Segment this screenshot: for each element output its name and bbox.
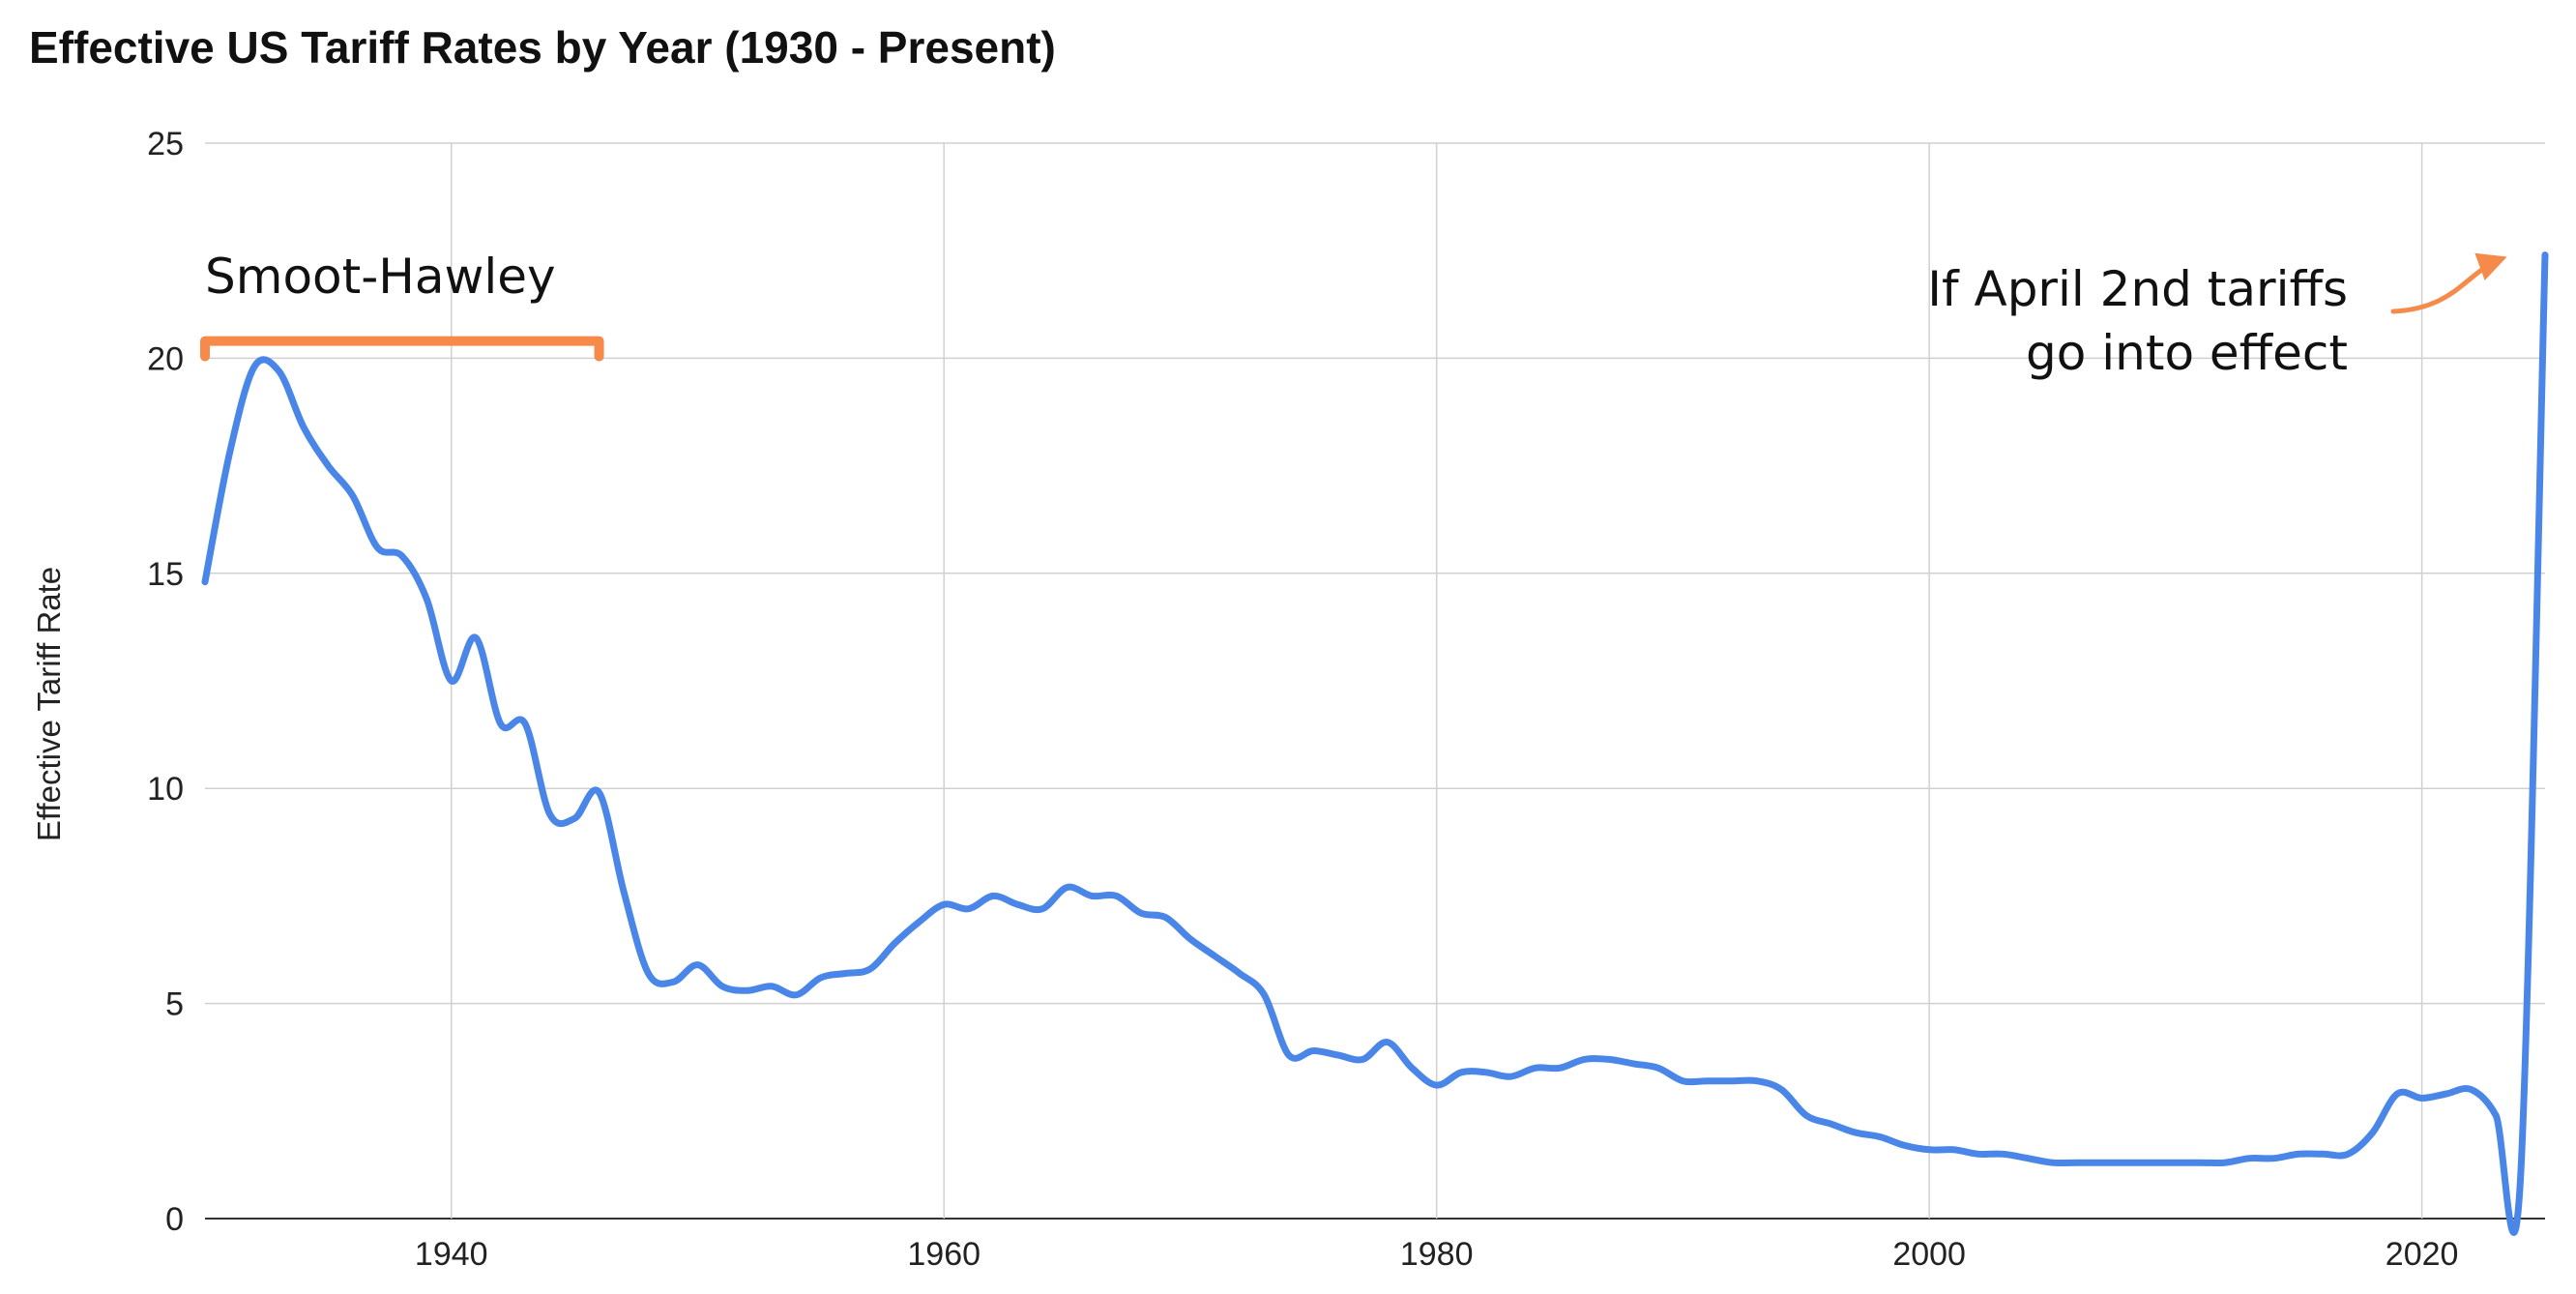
april-tariffs-label-line2: go into effect	[2026, 325, 2348, 381]
x-tick-label-2020: 2020	[2386, 1236, 2459, 1273]
y-tick-label-10: 10	[147, 771, 184, 808]
axis-labels: 0 5 10 15 20 25 1940 1960 1980 2000 2020	[147, 126, 2458, 1273]
smoot-hawley-bracket	[200, 336, 604, 362]
smoot-hawley-label: Smoot-Hawley	[205, 249, 556, 305]
y-tick-label-0: 0	[165, 1201, 184, 1238]
y-tick-label-20: 20	[147, 340, 184, 377]
april-tariffs-label-line1: If April 2nd tariffs	[1927, 261, 2348, 317]
y-tick-label-15: 15	[147, 556, 184, 593]
chart-title: Effective US Tariff Rates by Year (1930 …	[29, 22, 1056, 73]
x-tick-label-1980: 1980	[1400, 1236, 1474, 1273]
x-tick-label-1940: 1940	[415, 1236, 488, 1273]
y-axis-label: Effective Tariff Rate	[31, 567, 67, 841]
y-tick-label-25: 25	[147, 126, 184, 162]
april-tariffs-arrow	[2390, 252, 2507, 314]
x-tick-label-2000: 2000	[1892, 1236, 1966, 1273]
series-layer	[201, 251, 2549, 1236]
annotations	[200, 252, 2507, 362]
x-tick-label-1960: 1960	[907, 1236, 981, 1273]
series-line	[201, 251, 2549, 1236]
y-tick-label-5: 5	[165, 986, 184, 1023]
